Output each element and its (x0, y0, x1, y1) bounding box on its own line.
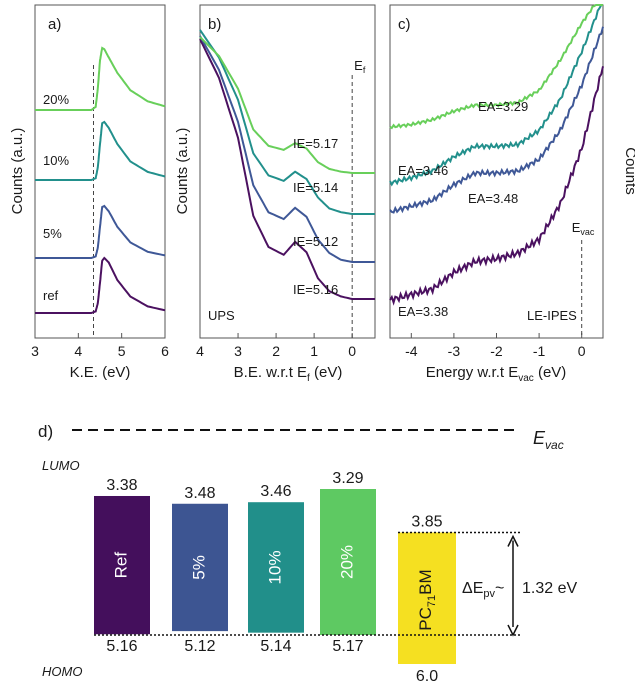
panel-d: d) Evac LUMO HOMO Ref 3.38 5.16 5% 3.48 5.12 1… (38, 422, 577, 683)
x-tick-label: 1 (310, 343, 318, 359)
delta-value: 1.32 eV (522, 580, 577, 597)
series-line-20pct (389, 4, 603, 130)
series-line-10pct (389, 4, 604, 187)
vacuum-level-label: Evac (533, 428, 564, 452)
x-tick-label: 3 (234, 343, 242, 359)
x-tick-label: 4 (74, 343, 82, 359)
panel-b-series (199, 29, 375, 300)
series-line-20pct (199, 36, 375, 174)
ie-label: IE=5.12 (293, 234, 338, 249)
delta-arrow-head-down (507, 624, 519, 637)
ea-label: EA=3.29 (478, 99, 528, 114)
panel-b-series-labels: IE=5.16 IE=5.12 IE=5.14 IE=5.17 (293, 136, 338, 297)
bar-name: 10% (265, 550, 284, 584)
series-line-10pct (199, 29, 375, 215)
x-tick-label: 6 (161, 343, 169, 359)
series-line-5pct (199, 35, 375, 263)
acceptor-bar (398, 532, 456, 664)
x-tick-label: -3 (448, 343, 461, 359)
panel-b-frame (199, 4, 376, 339)
acceptor-lumo-value: 3.85 (411, 513, 442, 530)
panel-c-ticks: -4 -3 -2 -1 0 (405, 240, 586, 359)
x-tick-label: 4 (196, 343, 204, 359)
series-line-20pct (35, 46, 166, 111)
x-tick-label: -2 (490, 343, 503, 359)
x-tick-label: -4 (405, 343, 418, 359)
x-tick-label: 2 (272, 343, 280, 359)
homo-value: 5.12 (184, 638, 215, 655)
homo-value: 5.14 (260, 638, 291, 655)
delta-label: ΔEpv~ (462, 580, 504, 600)
energy-bar-2 (172, 503, 228, 632)
delta-arrow-head-up (507, 534, 519, 547)
lumo-value: 3.38 (106, 477, 137, 494)
homo-value: 5.16 (106, 638, 137, 655)
series-line-ref (389, 66, 604, 306)
bar-name: 5% (189, 555, 208, 580)
ea-label: EA=3.48 (468, 191, 518, 206)
panel-b-ef-label: Ef (354, 58, 366, 75)
series-line-5pct (389, 26, 604, 214)
ie-label: IE=5.17 (293, 136, 338, 151)
series-label: ref (43, 288, 59, 303)
energy-level-bars: Ref 3.38 5.16 5% 3.48 5.12 10% 3.46 5.14 20% 3.29 5… (94, 470, 376, 655)
series-line-ref (35, 256, 166, 314)
x-tick-label: 5 (118, 343, 126, 359)
ie-label: IE=5.14 (293, 180, 338, 195)
series-line-ref (199, 38, 375, 300)
acceptor-name: PC71BM (416, 569, 437, 630)
panel-b-ylabel: Counts (a.u.) (174, 128, 191, 215)
ea-label: EA=3.46 (398, 163, 448, 178)
panel-b-ticks: 4 3 2 1 0 (196, 75, 356, 359)
x-tick-label: 0 (348, 343, 356, 359)
panel-d-title: d) (38, 422, 53, 441)
lumo-value: 3.48 (184, 485, 215, 502)
x-tick-label: 3 (31, 343, 39, 359)
panel-c-series (389, 4, 604, 306)
series-label: 10% (43, 153, 69, 168)
panel-c-corner-text: LE-IPES (527, 308, 577, 323)
x-tick-label: -1 (533, 343, 546, 359)
panel-c-xlabel: Energy w.r.t Evac (eV) (426, 364, 567, 384)
series-label: 20% (43, 92, 69, 107)
panel-a-xlabel: K.E. (eV) (70, 364, 131, 381)
panel-c-evac-label: Evac (572, 220, 595, 237)
panel-a-series-labels: ref 5% 10% 20% (43, 92, 69, 303)
bar-name: Ref (111, 552, 130, 579)
bar-name: 20% (337, 545, 356, 579)
panel-c-ylabel: Counts (622, 147, 635, 195)
panel-a-frame (34, 4, 166, 339)
lumo-value: 3.29 (332, 470, 363, 487)
panel-c-title: c) (398, 16, 411, 33)
energy-bar-4 (320, 489, 376, 635)
ea-label: EA=3.38 (398, 304, 448, 319)
panel-b: b) Counts (a.u.) B.E. w.r.t Ef (eV) UPS … (174, 4, 376, 384)
series-label: 5% (43, 226, 62, 241)
panel-a-ticks: 3 4 5 6 (31, 65, 169, 359)
acceptor-homo-value: 6.0 (416, 668, 438, 683)
panel-c-series-labels: EA=3.38 EA=3.48 EA=3.46 EA=3.29 (398, 99, 528, 319)
energy-bar-3 (248, 502, 304, 633)
series-line-5pct (35, 204, 166, 259)
panel-a: a) Counts (a.u.) K.E. (eV) 3 4 5 6 ref 5% 10%… (9, 4, 169, 381)
acceptor-level: 3.85 6.0 PC71BM ΔEpv~ 1.32 eV (94, 513, 577, 683)
panel-a-ylabel: Counts (a.u.) (9, 128, 26, 215)
panel-c: c) Counts Energy w.r.t Evac (eV) LE-IPES… (389, 4, 635, 384)
homo-value: 5.17 (332, 638, 363, 655)
panel-a-series (35, 46, 166, 314)
panel-b-corner-text: UPS (208, 308, 235, 323)
lumo-label: LUMO (42, 458, 80, 473)
panel-a-title: a) (48, 16, 61, 33)
ie-label: IE=5.16 (293, 282, 338, 297)
energy-bar-1 (94, 495, 150, 635)
x-tick-label: 0 (578, 343, 586, 359)
lumo-value: 3.46 (260, 483, 291, 500)
panel-b-xlabel: B.E. w.r.t Ef (eV) (234, 364, 343, 384)
homo-label: HOMO (42, 664, 82, 679)
panel-b-title: b) (208, 16, 221, 33)
series-line-10pct (35, 120, 166, 181)
